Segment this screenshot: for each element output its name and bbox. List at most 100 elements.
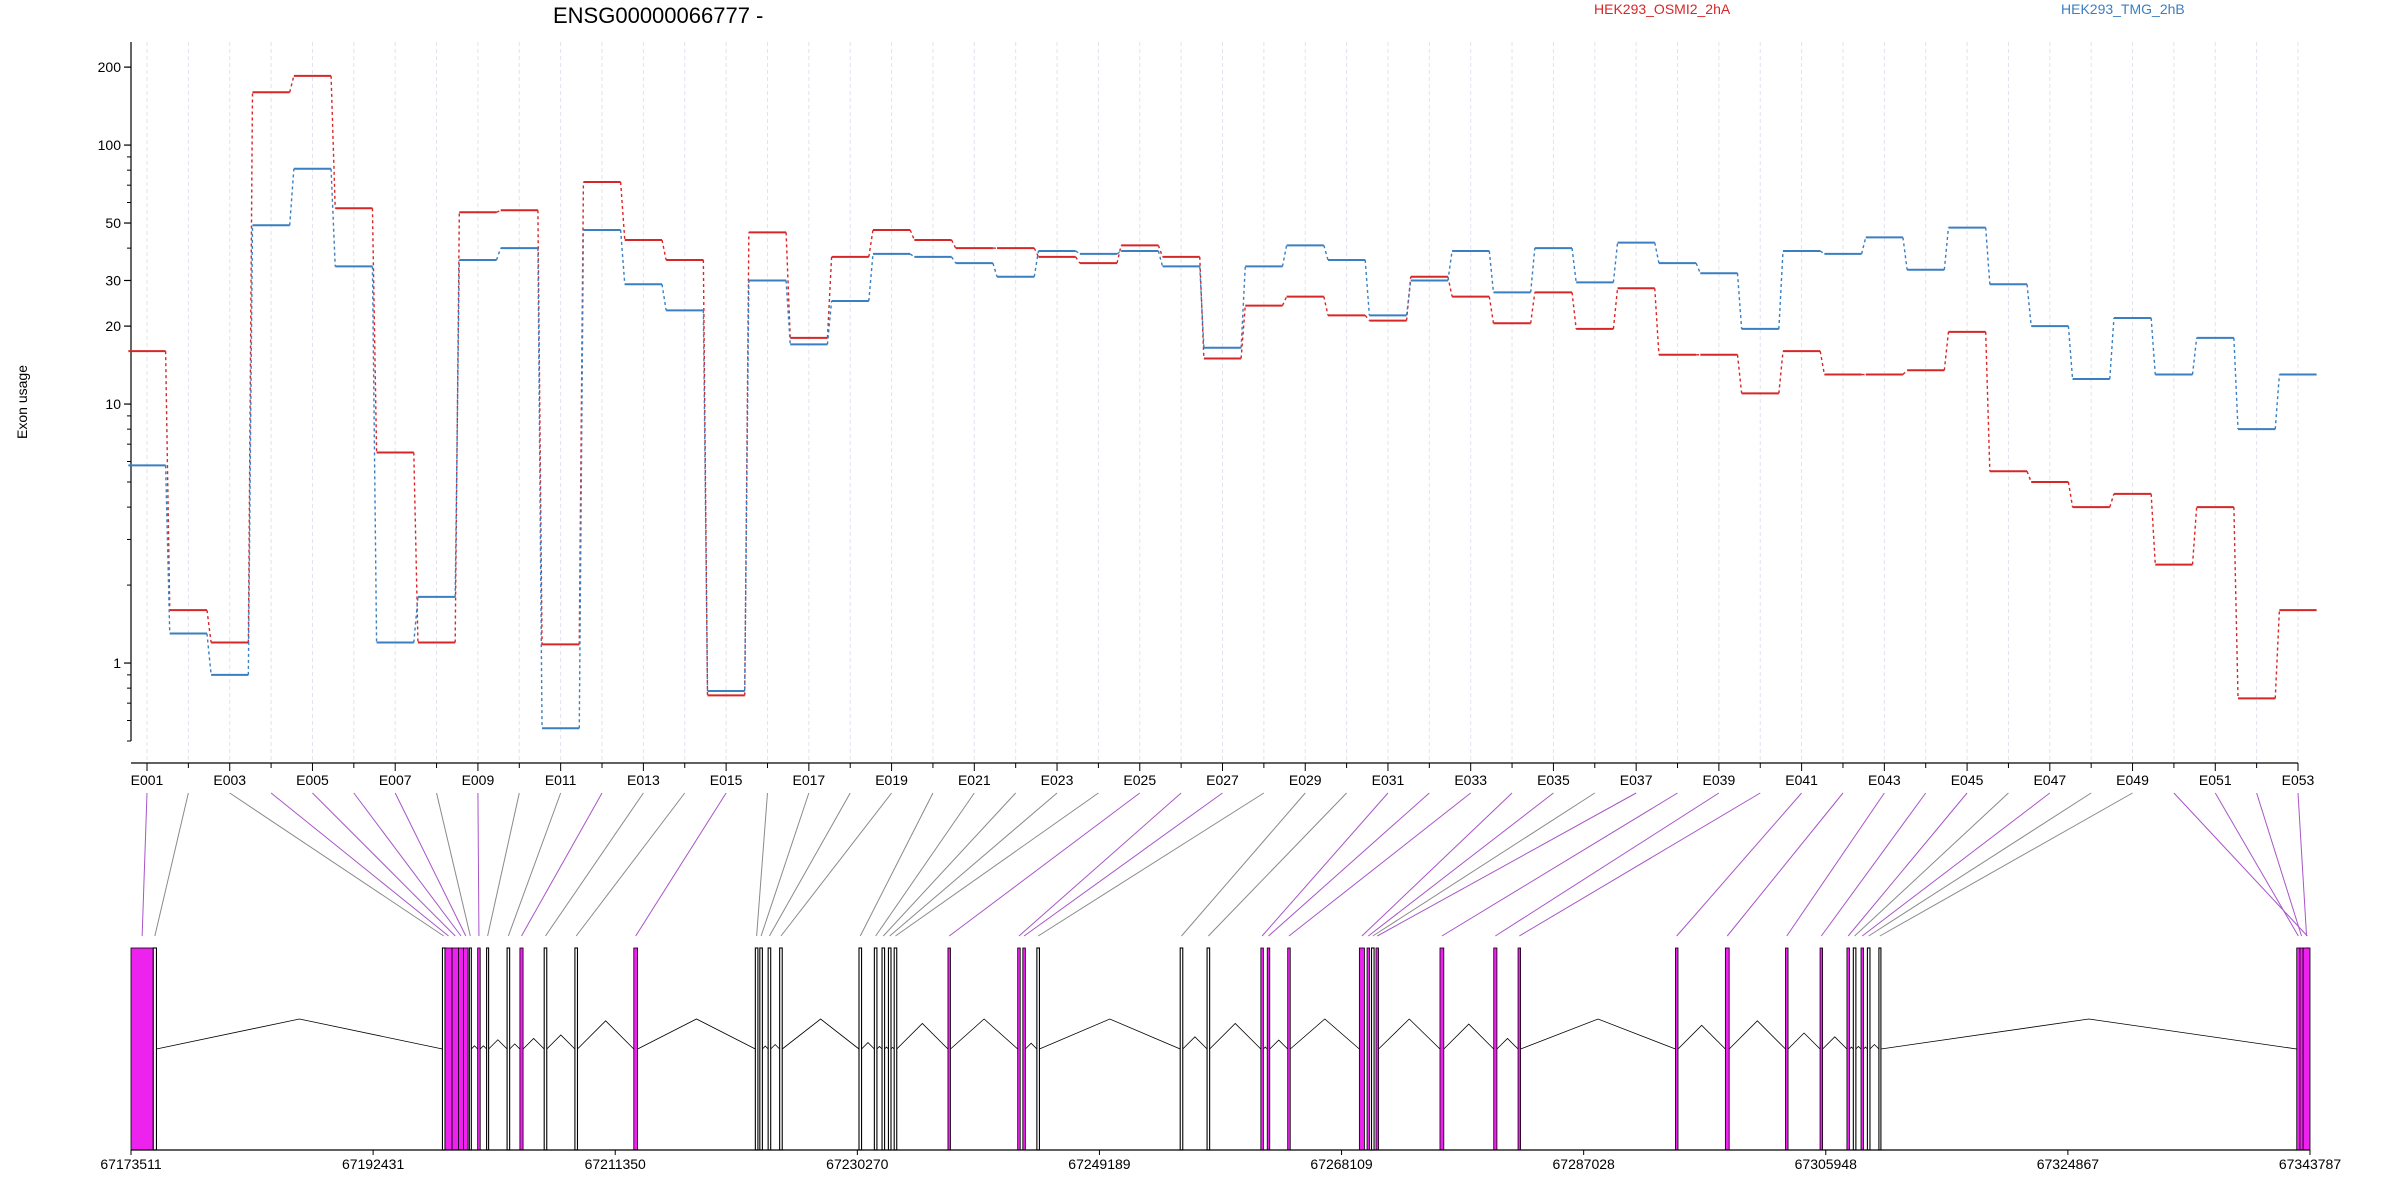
series-connector bbox=[413, 452, 419, 643]
series-connector bbox=[744, 232, 750, 696]
series-connector bbox=[1695, 262, 1701, 274]
y-tick-label: 50 bbox=[105, 215, 121, 231]
coordinate-label: 67268109 bbox=[1310, 1156, 1373, 1172]
series-connector bbox=[1902, 369, 1908, 376]
intron-line bbox=[522, 1037, 545, 1050]
exon-connector bbox=[1726, 792, 1844, 937]
exon-connector bbox=[1441, 792, 1678, 937]
exon-connector bbox=[1288, 792, 1472, 937]
series-connector bbox=[1943, 227, 1950, 270]
x-tick-label: E017 bbox=[792, 772, 825, 788]
exon-connector bbox=[312, 792, 456, 937]
exon-connector bbox=[756, 792, 768, 937]
exon-connector bbox=[2173, 792, 2308, 937]
exon-connector bbox=[1868, 792, 2092, 937]
series-connector bbox=[2274, 374, 2281, 430]
series-connector bbox=[1199, 256, 1205, 359]
legend-entry-series-2: HEK293_TMG_2hB bbox=[2061, 1, 2185, 17]
exon-connector bbox=[1861, 792, 2051, 937]
intron-line bbox=[1787, 1032, 1821, 1050]
exon-connector bbox=[1495, 792, 1720, 937]
exon-box bbox=[1517, 947, 1521, 1151]
intron-line bbox=[861, 1042, 875, 1050]
exon-connector bbox=[895, 792, 1099, 937]
exon-connector bbox=[545, 792, 644, 937]
exon-box bbox=[1358, 947, 1365, 1151]
exon-box bbox=[1022, 947, 1026, 1151]
series-connector bbox=[1571, 292, 1577, 330]
x-tick-label: E049 bbox=[2116, 772, 2149, 788]
series-connector bbox=[247, 225, 254, 675]
exon-connector bbox=[1018, 792, 1182, 937]
series-connector bbox=[1984, 227, 1991, 285]
intron-line bbox=[1269, 1039, 1288, 1050]
series-connector bbox=[785, 232, 791, 338]
exon-connector bbox=[1037, 792, 1265, 937]
exon-connector bbox=[1676, 792, 1802, 937]
series-connector bbox=[1281, 245, 1288, 267]
exon-connector bbox=[1854, 792, 2009, 937]
series-connector bbox=[454, 259, 461, 597]
exon-connector bbox=[889, 792, 1058, 937]
series-connector bbox=[1529, 292, 1536, 324]
series-connector bbox=[578, 229, 585, 729]
series-connector bbox=[1364, 259, 1371, 316]
x-tick-label: E013 bbox=[627, 772, 660, 788]
intron-line bbox=[1849, 1046, 1854, 1050]
exon-box bbox=[1266, 947, 1271, 1151]
coordinate-label: 67230270 bbox=[826, 1156, 889, 1172]
coordinate-label: 67343787 bbox=[2279, 1156, 2342, 1172]
exon-box bbox=[543, 947, 548, 1151]
x-tick-label: E023 bbox=[1041, 772, 1074, 788]
series-connector bbox=[826, 256, 833, 338]
coordinate-label: 67287028 bbox=[1553, 1156, 1616, 1172]
x-tick-label: E029 bbox=[1289, 772, 1322, 788]
x-tick-label: E007 bbox=[379, 772, 412, 788]
exon-connector bbox=[1368, 792, 1554, 937]
exon-box bbox=[1675, 947, 1679, 1151]
series-connector bbox=[413, 596, 419, 643]
intron-line bbox=[1182, 1036, 1208, 1050]
exon-connector bbox=[1820, 792, 1927, 937]
series-connector bbox=[1447, 250, 1453, 281]
series-connector bbox=[909, 253, 915, 258]
x-tick-label: E051 bbox=[2199, 772, 2232, 788]
series-connector bbox=[1033, 247, 1040, 258]
intron-line bbox=[1209, 1022, 1262, 1050]
exon-connector bbox=[948, 792, 1141, 937]
y-tick-label: 20 bbox=[105, 318, 121, 334]
exon-connector bbox=[521, 792, 603, 937]
intron-line bbox=[1822, 1036, 1848, 1050]
y-axis: 1 10 20 30 50 100 200 bbox=[98, 42, 132, 742]
x-tick-label: E031 bbox=[1372, 772, 1405, 788]
x-tick-label: E015 bbox=[710, 772, 743, 788]
series-connector bbox=[1075, 256, 1081, 264]
intron-line bbox=[1443, 1023, 1495, 1050]
exon-connector bbox=[1261, 792, 1389, 937]
exon-connector bbox=[229, 792, 445, 937]
series-connector bbox=[1612, 288, 1619, 330]
intron-line bbox=[479, 1045, 487, 1050]
exon-connector bbox=[477, 792, 480, 937]
series-connector bbox=[2150, 493, 2156, 565]
series-connector bbox=[330, 168, 336, 267]
exon-connector bbox=[859, 792, 934, 937]
exon-connector bbox=[1207, 792, 1347, 937]
exon-box bbox=[754, 947, 759, 1151]
series-connector bbox=[1943, 331, 1950, 371]
intron-line bbox=[1520, 1018, 1676, 1050]
series-connector bbox=[1075, 250, 1081, 255]
series-connector bbox=[1654, 288, 1660, 355]
exon-box bbox=[1852, 947, 1857, 1151]
intron-line bbox=[1677, 1024, 1726, 1050]
series-connector bbox=[826, 300, 833, 345]
exon-box bbox=[458, 947, 464, 1151]
exon-box bbox=[1260, 947, 1264, 1151]
exon-connector bbox=[436, 792, 471, 937]
exon-box bbox=[947, 947, 951, 1151]
exon-box bbox=[2302, 947, 2311, 1151]
series-connector bbox=[1488, 296, 1495, 324]
intron-line bbox=[577, 1020, 635, 1050]
series-connector bbox=[1157, 245, 1164, 258]
